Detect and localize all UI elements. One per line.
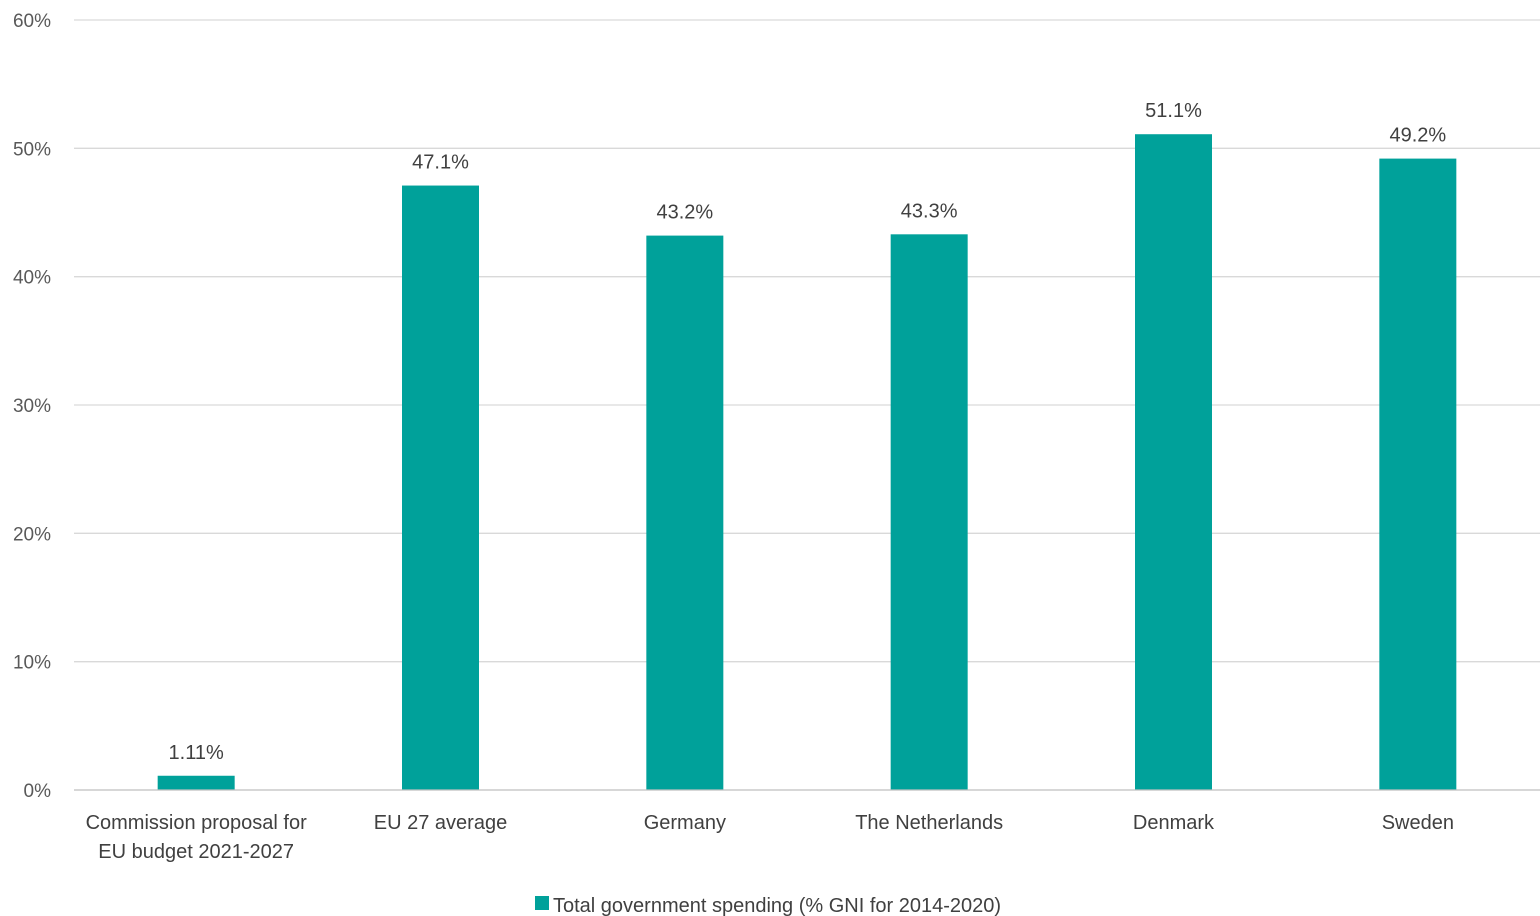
x-tick-label-line: EU budget 2021-2027 (98, 841, 294, 863)
data-label: 47.1% (412, 152, 469, 174)
bar (1379, 158, 1457, 791)
y-tick-label: 0% (24, 781, 52, 802)
bars (157, 134, 1457, 791)
axes: 0% 10% 20% 30% 40% 50% 60% Commission proposal … (13, 11, 1540, 863)
y-tick-label: 10% (13, 653, 51, 674)
bar (157, 775, 235, 790)
x-tick-label-line: Sweden (1382, 812, 1454, 834)
y-tick-label: 50% (13, 139, 51, 160)
data-label: 1.11% (169, 742, 224, 764)
data-label: 51.1% (1145, 100, 1202, 122)
gridlines (74, 19, 1540, 663)
bar (890, 234, 968, 791)
x-tick-label: Denmark (1133, 812, 1215, 834)
x-tick-label: EU 27 average (374, 812, 507, 834)
y-tick-label: 40% (13, 268, 51, 289)
data-labels: 1.11% 47.1% 43.2% 43.3% 51.1% 49.2% (169, 100, 1447, 764)
legend-label: Total government spending (% GNI for 201… (553, 895, 1001, 916)
x-tick-label: Sweden (1382, 812, 1454, 834)
legend: Total government spending (% GNI for 201… (535, 895, 1001, 916)
y-tick-label: 20% (13, 524, 51, 545)
x-tick-label-line: EU 27 average (374, 812, 507, 834)
x-tick-label: Commission proposal for EU budget 2021-20… (86, 812, 308, 863)
x-tick-label-line: Denmark (1133, 812, 1215, 834)
x-tick-label-line: Commission proposal for (86, 812, 308, 834)
y-tick-label: 30% (13, 396, 51, 417)
data-label: 49.2% (1389, 125, 1446, 147)
data-label: 43.3% (901, 200, 958, 222)
data-label: 43.2% (656, 202, 713, 224)
x-tick-label: The Netherlands (855, 812, 1003, 834)
legend-swatch (535, 896, 549, 910)
x-tick-label-line: Germany (644, 812, 726, 834)
bar (646, 235, 724, 791)
bar (402, 185, 479, 791)
x-tick-label-line: The Netherlands (855, 812, 1003, 834)
x-tick-label: Germany (644, 812, 726, 834)
y-tick-label: 60% (13, 11, 51, 32)
bar (1135, 134, 1212, 790)
